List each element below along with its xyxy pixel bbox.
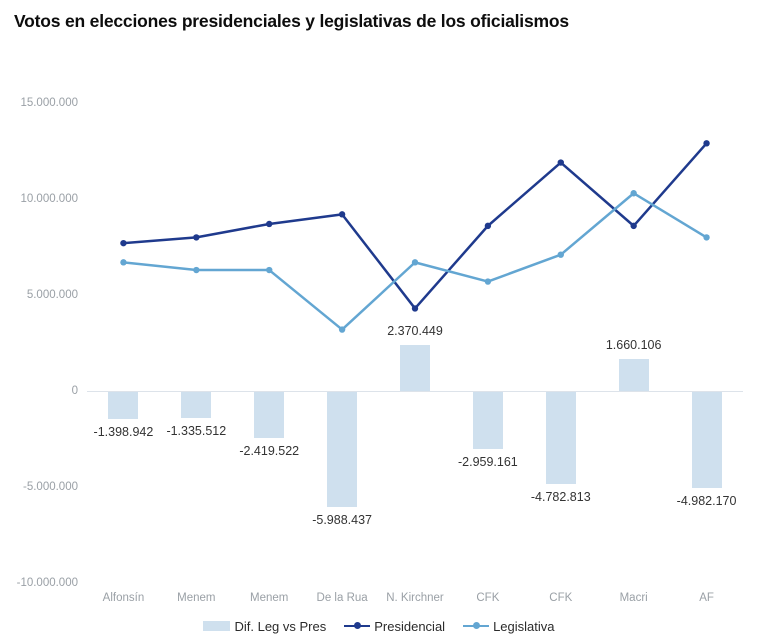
diff-leg-vs-pres-bar[interactable]: [254, 392, 285, 439]
legislativa-point[interactable]: [630, 190, 637, 197]
diff-leg-vs-pres-bar[interactable]: [691, 392, 722, 488]
bar-value-label: 1.660.106: [605, 338, 662, 353]
y-axis-tick-label: -5.000.000: [23, 481, 78, 493]
legend-label: Legislativa: [493, 618, 555, 634]
legislativa-point[interactable]: [120, 259, 127, 266]
x-axis-category-label: AF: [699, 592, 714, 604]
x-axis-category-label: Alfonsín: [102, 592, 145, 604]
bar-value-label: 2.370.449: [387, 324, 443, 339]
chart-legend: Dif. Leg vs Pres Presidencial Legislativa: [0, 615, 758, 637]
bar-value-label: -2.959.161: [457, 454, 518, 469]
diff-leg-vs-pres-bar[interactable]: [181, 392, 212, 418]
legislativa-point[interactable]: [266, 266, 273, 274]
bar-value-label: -4.782.813: [530, 489, 591, 504]
legislativa-point[interactable]: [193, 266, 200, 274]
diff-leg-vs-pres-bar[interactable]: [618, 359, 649, 391]
legend-line-marker-icon: [463, 622, 490, 630]
presidencial-point[interactable]: [703, 140, 710, 147]
y-axis-tick-label: 15.000.000: [20, 97, 78, 109]
y-axis-tick-label: 10.000.000: [20, 193, 78, 205]
legislativa-point[interactable]: [338, 326, 346, 333]
x-axis-category-label: CFK: [476, 592, 500, 604]
presidencial-point[interactable]: [120, 239, 127, 247]
presidencial-point[interactable]: [630, 222, 637, 230]
zero-axis-line: [87, 391, 743, 392]
bar-value-label: -5.988.437: [312, 512, 372, 527]
y-axis-tick-label: 0: [71, 385, 78, 397]
x-axis-category-label: CFK: [549, 592, 573, 604]
legend-line-dot-icon: [353, 622, 361, 630]
bar-value-label: -4.982.170: [676, 493, 737, 508]
x-axis-category-label: Macri: [619, 592, 648, 604]
presidencial-point[interactable]: [411, 305, 419, 312]
diff-leg-vs-pres-bar[interactable]: [327, 392, 358, 507]
presidencial-point[interactable]: [484, 222, 492, 230]
y-axis-tick-label: -10.000.000: [16, 577, 78, 589]
chart-title: Votos en elecciones presidenciales y leg…: [14, 11, 569, 31]
diff-leg-vs-pres-bar[interactable]: [400, 345, 430, 391]
legend-bar-swatch-icon: [203, 621, 231, 631]
presidencial-line: [123, 142, 708, 310]
legislativa-point[interactable]: [484, 278, 492, 285]
legislativa-point[interactable]: [557, 251, 564, 258]
bar-value-label: -1.398.942: [93, 424, 154, 439]
x-axis-category-label: Menem: [250, 592, 289, 604]
y-axis-tick-label: 5.000.000: [26, 289, 78, 301]
bar-value-label: -2.419.522: [239, 444, 300, 459]
diff-leg-vs-pres-bar[interactable]: [472, 392, 503, 449]
legend-item[interactable]: Presidencial: [344, 619, 445, 634]
legend-line-marker-icon: [344, 622, 371, 630]
bar-value-label: -1.335.512: [166, 423, 227, 438]
legend-line-dot-icon: [472, 622, 480, 630]
presidencial-point[interactable]: [266, 220, 273, 228]
legislativa-point[interactable]: [703, 234, 710, 241]
presidencial-point[interactable]: [557, 159, 564, 166]
legend-label: Dif. Leg vs Pres: [234, 618, 327, 634]
x-axis-category-label: De la Rua: [316, 592, 368, 604]
legend-item[interactable]: Legislativa: [463, 618, 555, 634]
presidencial-point[interactable]: [193, 234, 200, 241]
legend-label: Presidencial: [374, 618, 446, 634]
presidencial-point[interactable]: [338, 211, 346, 218]
x-axis-category-label: N. Kirchner: [386, 592, 444, 604]
diff-leg-vs-pres-bar[interactable]: [108, 392, 139, 419]
x-axis-category-label: Menem: [177, 592, 216, 604]
legislativa-point[interactable]: [411, 259, 419, 266]
diff-leg-vs-pres-bar[interactable]: [545, 392, 576, 484]
legend-item[interactable]: Dif. Leg vs Pres: [203, 619, 326, 634]
